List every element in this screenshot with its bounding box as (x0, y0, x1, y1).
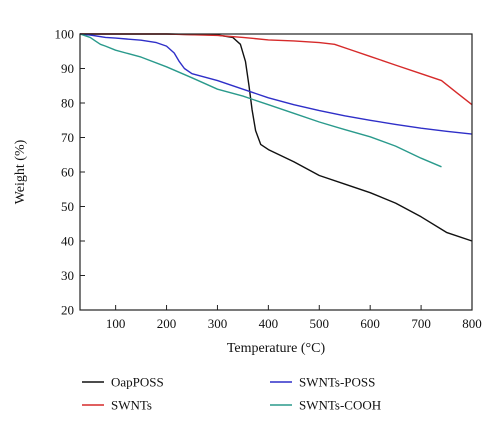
legend-label: SWNTs (111, 398, 152, 413)
x-tick-label: 100 (106, 316, 126, 331)
series-line-oapposs (80, 33, 473, 242)
series-line-swnts-poss (79, 33, 473, 135)
x-axis-title: Temperature (°C) (227, 341, 326, 356)
series-line-swnts (80, 33, 473, 106)
y-tick-label: 80 (61, 96, 74, 111)
y-tick-label: 60 (61, 165, 74, 180)
y-tick-label: 20 (61, 303, 74, 318)
legend-label: SWNTs-POSS (299, 375, 375, 390)
legend-label: SWNTs-COOH (299, 398, 381, 413)
series-line-swnts-cooh (79, 33, 442, 168)
x-tick-label: 400 (259, 316, 279, 331)
y-tick-label: 40 (61, 234, 74, 249)
x-tick-label: 200 (157, 316, 177, 331)
x-tick-label: 300 (208, 316, 228, 331)
y-tick-label: 100 (55, 27, 75, 42)
series-lines (79, 33, 473, 242)
y-tick-label: 70 (61, 130, 74, 145)
x-tick-label: 700 (411, 316, 431, 331)
x-tick-label: 800 (462, 316, 482, 331)
x-axis-ticks: 100 200 300 400 500 600 700 800 (106, 305, 482, 331)
y-axis-title: Weight (%) (13, 139, 28, 204)
y-tick-label: 50 (61, 199, 74, 214)
legend: OapPOSS SWNTs SWNTs-POSS SWNTs-COOH (82, 375, 381, 413)
y-axis-ticks: 20 30 40 50 60 70 80 90 100 (55, 27, 85, 318)
y-tick-label: 90 (61, 61, 74, 76)
y-tick-label: 30 (61, 268, 74, 283)
x-tick-label: 500 (310, 316, 330, 331)
plot-frame (79, 33, 473, 311)
legend-label: OapPOSS (111, 375, 164, 390)
x-tick-label: 600 (360, 316, 380, 331)
